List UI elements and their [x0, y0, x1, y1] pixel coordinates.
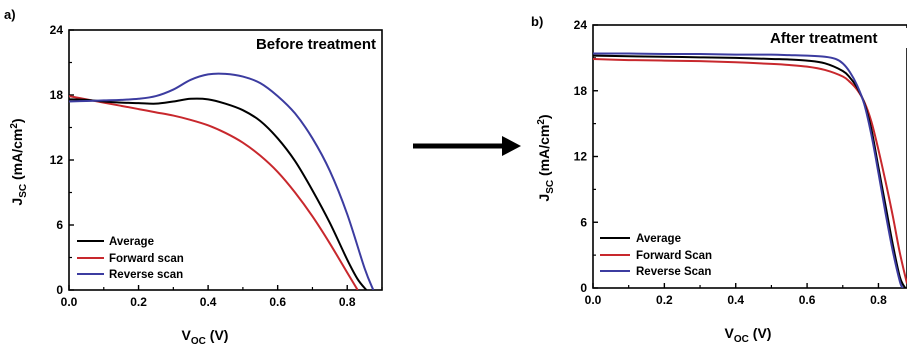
title-backdrop-b [765, 28, 907, 48]
legend-label-b-average: Average [636, 233, 681, 245]
legend-b: Average Forward Scan Reverse Scan [600, 233, 712, 278]
series-line-b-average [593, 54, 907, 288]
plot-frame-b [592, 24, 907, 289]
y-tick-label-a: 24 [50, 23, 64, 37]
series-line-a-average [69, 97, 368, 290]
right-arrow-icon [413, 136, 521, 156]
chart-panel-a: a) 0.0 0.2 0.4 0.6 0.8 0 6 12 18 24 Before treat… [4, 7, 383, 344]
y-tick-label-b: 18 [574, 84, 588, 98]
y-tick-label-b: 24 [574, 18, 588, 32]
series-line-b-reverse [593, 52, 904, 288]
x-axis-title-b: VOC (V) [725, 325, 772, 344]
y-tick-label-b: 0 [580, 281, 587, 295]
chart-title-a: Before treatment [256, 36, 376, 53]
x-tick-label-b: 0.6 [799, 293, 816, 307]
legend-label-a-forward: Forward scan [109, 253, 184, 265]
series-line-b-forward [593, 57, 907, 284]
chart-panel-b: b) 0.0 0.2 0.4 0.6 0.8 0 6 12 18 24 After treatm… [531, 14, 907, 344]
y-tick-label-a: 6 [56, 218, 63, 232]
x-axis-a: 0.0 0.2 0.4 0.6 0.8 [61, 285, 383, 309]
arrow-head [502, 136, 521, 156]
legend-a: Average Forward scan Reverse scan [77, 236, 184, 281]
y-axis-title-b: JSC (mA/cm2) [536, 114, 556, 201]
series-group-b [593, 52, 907, 288]
x-axis-b: 0.0 0.2 0.4 0.6 0.8 [585, 283, 887, 307]
y-tick-label-a: 18 [50, 88, 64, 102]
legend-label-a-average: Average [109, 236, 154, 248]
x-tick-label-a: 0.4 [200, 295, 217, 309]
x-tick-label-a: 0.0 [61, 295, 78, 309]
x-tick-label-a: 0.8 [339, 295, 356, 309]
panel-a-label: a) [4, 7, 16, 22]
y-tick-label-a: 0 [56, 283, 63, 297]
y-axis-title-a: JSC (mA/cm2) [9, 118, 29, 205]
series-line-a-forward [69, 95, 359, 290]
x-tick-label-a: 0.6 [269, 295, 286, 309]
legend-label-b-reverse: Reverse Scan [636, 266, 711, 278]
panel-b-label: b) [531, 14, 543, 29]
y-tick-label-a: 12 [50, 153, 64, 167]
legend-label-b-forward: Forward Scan [636, 250, 712, 262]
y-axis-a: 0 6 12 18 24 [50, 23, 74, 297]
series-line-a-reverse [69, 72, 375, 290]
legend-label-a-reverse: Reverse scan [109, 269, 183, 281]
y-tick-label-b: 6 [580, 215, 587, 229]
y-tick-label-b: 12 [574, 150, 588, 164]
x-tick-label-b: 0.8 [870, 293, 887, 307]
x-tick-label-b: 0.2 [656, 293, 673, 307]
x-tick-label-a: 0.2 [130, 295, 147, 309]
series-group-a [69, 72, 375, 290]
chart-title-b: After treatment [770, 30, 878, 47]
x-axis-title-a: VOC (V) [182, 327, 229, 344]
y-axis-b: 0 6 12 18 24 [574, 18, 598, 295]
x-tick-label-b: 0.0 [585, 293, 602, 307]
x-tick-label-b: 0.4 [727, 293, 744, 307]
